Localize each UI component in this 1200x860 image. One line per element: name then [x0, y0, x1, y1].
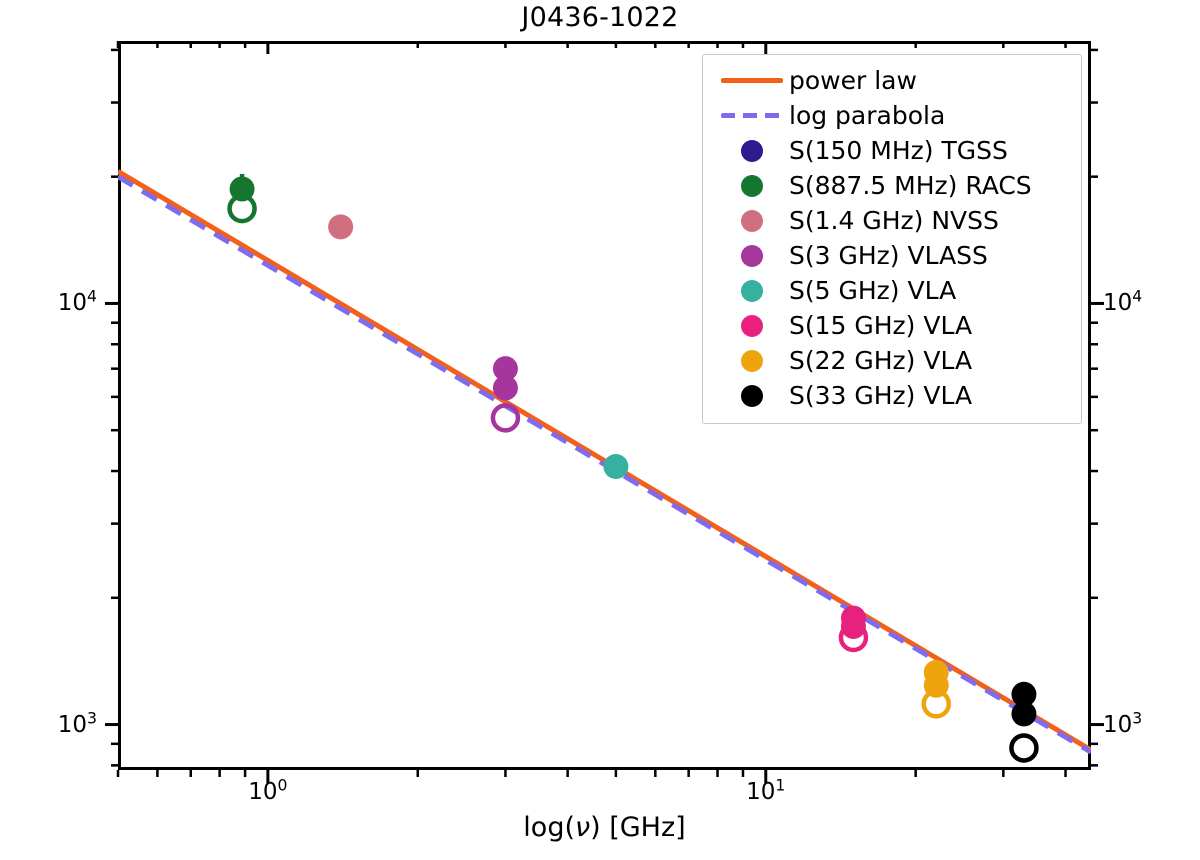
legend-marker-swatch — [741, 384, 763, 407]
legend-item-label: S(887.5 MHz) RACS — [789, 171, 1032, 200]
legend-item-label: log parabola — [789, 101, 946, 130]
legend-item-label: power law — [789, 66, 917, 95]
legend-marker-swatch — [741, 209, 763, 232]
legend-item[interactable]: S(1.4 GHz) NVSS — [715, 203, 1069, 238]
legend-item[interactable]: S(150 MHz) TGSS — [715, 133, 1069, 168]
legend-item-label: S(5 GHz) VLA — [789, 276, 957, 305]
legend-item[interactable]: S(5 GHz) VLA — [715, 273, 1069, 308]
x-axis-label: log(ν) [GHz] — [523, 812, 686, 843]
y-tick-label: 104 — [57, 286, 97, 317]
page-title: J0436-1022 — [521, 2, 679, 33]
y-tick-label-right: 103 — [1103, 707, 1143, 738]
legend-marker-swatch — [741, 139, 763, 162]
legend-marker-swatch — [741, 174, 763, 197]
legend-item-label: S(150 MHz) TGSS — [789, 136, 1008, 165]
legend-item[interactable]: S(22 GHz) VLA — [715, 343, 1069, 378]
legend-marker-swatch — [741, 314, 763, 337]
legend-marker-swatch — [741, 349, 763, 372]
legend-item-label: S(15 GHz) VLA — [789, 311, 973, 340]
legend-item[interactable]: S(3 GHz) VLASS — [715, 238, 1069, 273]
legend-marker-swatch — [741, 244, 763, 267]
legend-item-label: S(3 GHz) VLASS — [789, 241, 988, 270]
legend-line-swatch — [721, 113, 783, 118]
legend-item[interactable]: S(33 GHz) VLA — [715, 378, 1069, 413]
x-tick-label: 100 — [248, 775, 288, 805]
legend-item-label: S(22 GHz) VLA — [789, 346, 973, 375]
legend-item[interactable]: S(15 GHz) VLA — [715, 308, 1069, 343]
legend: power law log parabola S(150 MHz) TGSS S(88… — [702, 54, 1082, 424]
legend-item[interactable]: S(887.5 MHz) RACS — [715, 168, 1069, 203]
legend-item[interactable]: power law — [715, 63, 1069, 98]
y-tick-label: 103 — [57, 707, 97, 738]
x-tick-label: 101 — [746, 775, 786, 805]
legend-item-label: S(1.4 GHz) NVSS — [789, 206, 999, 235]
legend-line-swatch — [721, 78, 783, 83]
legend-item[interactable]: log parabola — [715, 98, 1069, 133]
legend-marker-swatch — [741, 279, 763, 302]
legend-item-label: S(33 GHz) VLA — [789, 381, 973, 410]
y-tick-label-right: 104 — [1103, 286, 1143, 317]
